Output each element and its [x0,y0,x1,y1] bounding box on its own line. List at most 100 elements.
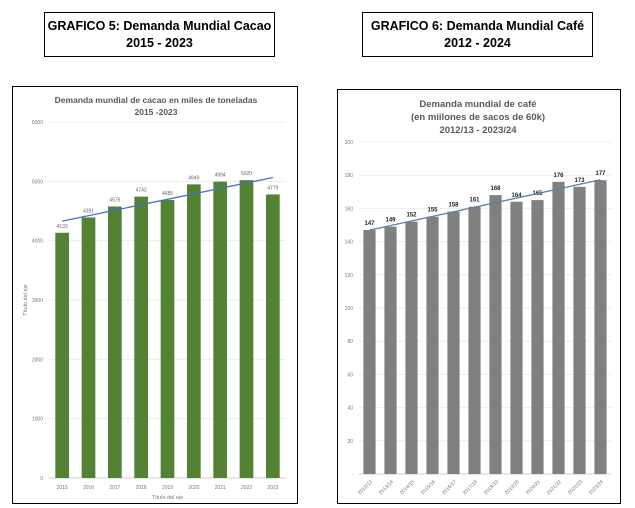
coffee-y-tick-label: 100 [345,306,354,312]
coffee-bar [489,195,502,474]
coffee-data-label: 158 [448,203,459,209]
coffee-x-tick-label: 2018/19 [483,479,500,496]
coffee-bar [405,221,418,474]
cacao-bar [134,196,149,478]
cacao-x-tick-label: 2019 [162,485,173,491]
cacao-chart-title-line: 2015 -2023 [134,107,177,117]
coffee-bar [510,201,523,474]
coffee-data-label: 152 [406,213,417,219]
chart-5-header-line1: GRAFICO 5: Demanda Mundial Cacao [47,19,272,33]
coffee-chart-title-line: (en miilones de sacos de 60k) [411,112,545,123]
cacao-x-tick-label: 2016 [83,485,94,491]
coffee-y-tick-label: 120 [345,273,354,279]
chart-6-header-line2: 2012 - 2024 [444,36,511,50]
coffee-data-label: 161 [469,198,480,204]
coffee-bar [363,229,376,474]
coffee-x-tick-label: 2014/15 [399,479,416,496]
coffee-bar [531,200,544,474]
cacao-y-axis-title: Título del eje [23,284,29,316]
coffee-trendline [369,179,601,231]
coffee-x-tick-label: 2022/23 [567,479,584,496]
cacao-y-tick-label: 5000 [32,179,43,185]
cacao-bar [55,232,70,478]
coffee-x-tick-label: 2021/22 [546,479,563,496]
coffee-y-tick-label: 140 [345,240,354,246]
coffee-x-tick-label: 2013/14 [378,479,395,496]
coffee-bar [426,216,439,474]
coffee-data-label: 164 [511,193,522,199]
cacao-data-label: 4685 [162,191,173,197]
cacao-x-tick-label: 2020 [188,485,199,491]
coffee-chart: Demanda mundial de café (en miilones de s… [345,99,611,496]
coffee-bar [447,211,460,474]
cacao-data-label: 4949 [188,175,199,181]
coffee-data-label: 168 [490,186,501,192]
cacao-data-label: 4994 [215,173,226,179]
coffee-x-tick-label: 2020/21 [525,479,542,496]
coffee-chart-title-line: 2012/13 - 2023/24 [439,125,517,136]
coffee-data-label: 155 [427,208,438,214]
coffee-data-label: 149 [385,218,396,224]
cacao-x-axis-title: Título del eje [152,495,184,501]
chart-5-header: GRAFICO 5: Demanda Mundial Cacao 2015 - … [44,12,275,57]
coffee-data-label: 165 [532,191,543,197]
cacao-y-tick-label: 0 [40,476,43,482]
cacao-data-label: 4391 [83,208,94,214]
coffee-x-tick-label: 2015/16 [420,479,437,496]
coffee-data-label: 177 [595,171,606,177]
cacao-chart-panel: Demanda mundial de cacao en miles de ton… [12,86,298,504]
coffee-data-label: 173 [574,178,585,184]
coffee-bar [384,226,397,474]
coffee-y-tick-label: 180 [345,173,354,179]
cacao-data-label: 4133 [57,224,68,230]
cacao-bar [81,217,96,478]
cacao-y-tick-label: 6000 [32,120,43,126]
coffee-y-tick-label: 60 [347,372,353,378]
cacao-x-tick-label: 2021 [215,485,226,491]
coffee-bar [594,180,607,474]
chart-6-header-line1: GRAFICO 6: Demanda Mundial Café [370,19,585,33]
coffee-data-label: 147 [364,221,375,227]
cacao-bar [213,181,228,478]
cacao-chart: Demanda mundial de cacao en miles de ton… [23,95,286,501]
coffee-bar [468,206,481,474]
coffee-y-tick-label: - [351,472,353,478]
cacao-x-tick-label: 2023 [267,485,278,491]
coffee-data-label: 176 [553,173,564,179]
cacao-chart-title-line: Demanda mundial de cacao en miles de ton… [55,95,258,105]
cacao-trendline [62,176,273,222]
cacao-x-tick-label: 2017 [109,485,120,491]
cacao-x-tick-label: 2018 [136,485,147,491]
coffee-y-tick-label: 80 [347,339,353,345]
cacao-y-tick-label: 1000 [32,417,43,423]
chart-6-header: GRAFICO 6: Demanda Mundial Café 2012 - 2… [362,12,593,57]
cacao-bar [239,180,254,478]
cacao-y-tick-label: 3000 [32,298,43,304]
cacao-data-label: 5020 [241,171,252,177]
coffee-x-tick-label: 2019/20 [504,479,521,496]
cacao-bar [186,184,201,478]
cacao-data-label: 4779 [267,185,278,191]
coffee-y-tick-label: 20 [347,439,353,445]
cacao-bar [160,200,175,479]
coffee-x-tick-label: 2012/13 [357,479,374,496]
chart-5-header-line2: 2015 - 2023 [126,36,193,50]
cacao-data-label: 4576 [109,197,120,203]
coffee-y-tick-label: 200 [345,140,354,146]
cacao-y-tick-label: 2000 [32,357,43,363]
coffee-chart-title-line: Demanda mundial de café [419,99,536,110]
cacao-data-label: 4742 [136,188,147,194]
coffee-x-tick-label: 2016/17 [441,479,458,496]
cacao-x-tick-label: 2022 [241,485,252,491]
coffee-x-tick-label: 2023/24 [588,479,605,496]
cacao-x-tick-label: 2015 [57,485,68,491]
coffee-y-tick-label: 160 [345,206,354,212]
coffee-chart-panel: Demanda mundial de café (en miilones de s… [337,89,621,504]
cacao-bar [107,206,122,478]
cacao-y-tick-label: 4000 [32,239,43,245]
coffee-y-tick-label: 40 [347,406,353,412]
cacao-bar [265,194,280,479]
coffee-bar [573,186,586,474]
coffee-x-tick-label: 2017/18 [462,479,479,496]
coffee-bar [552,181,565,474]
